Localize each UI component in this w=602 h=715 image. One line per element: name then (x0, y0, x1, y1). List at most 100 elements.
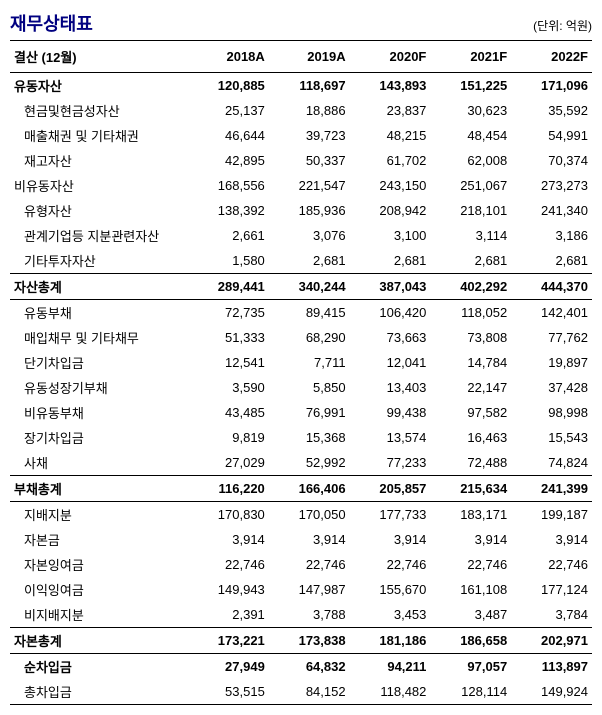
row-label: 매출채권 및 기타채권 (10, 123, 188, 148)
cell-value: 170,050 (269, 502, 350, 528)
cell-value: 97,582 (430, 400, 511, 425)
cell-value: 171,096 (511, 73, 592, 99)
cell-value: 205,857 (350, 476, 431, 502)
cell-value: 2,681 (430, 248, 511, 274)
row-label: 재고자산 (10, 148, 188, 173)
table-row: 재고자산42,89550,33761,70262,00870,374 (10, 148, 592, 173)
cell-value: 118,482 (350, 679, 431, 705)
cell-value: 3,487 (430, 602, 511, 628)
cell-value: 22,147 (430, 375, 511, 400)
cell-value: 106,420 (350, 300, 431, 326)
cell-value: 3,914 (430, 527, 511, 552)
row-label: 비유동부채 (10, 400, 188, 425)
table-row: 총차입금53,51584,152118,482128,114149,924 (10, 679, 592, 705)
cell-value: 444,370 (511, 274, 592, 300)
cell-value: 186,658 (430, 628, 511, 654)
cell-value: 2,681 (269, 248, 350, 274)
cell-value: 70,374 (511, 148, 592, 173)
cell-value: 3,914 (269, 527, 350, 552)
table-body: 유동자산120,885118,697143,893151,225171,096현… (10, 73, 592, 705)
cell-value: 15,368 (269, 425, 350, 450)
cell-value: 94,211 (350, 654, 431, 680)
cell-value: 77,762 (511, 325, 592, 350)
row-header-label: 결산 (12월) (10, 41, 188, 73)
cell-value: 35,592 (511, 98, 592, 123)
cell-value: 25,137 (188, 98, 269, 123)
cell-value: 118,697 (269, 73, 350, 99)
cell-value: 72,488 (430, 450, 511, 476)
cell-value: 22,746 (511, 552, 592, 577)
cell-value: 76,991 (269, 400, 350, 425)
row-label: 유동성장기부채 (10, 375, 188, 400)
table-row: 비유동자산168,556221,547243,150251,067273,273 (10, 173, 592, 198)
row-label: 현금및현금성자산 (10, 98, 188, 123)
cell-value: 181,186 (350, 628, 431, 654)
cell-value: 77,233 (350, 450, 431, 476)
cell-value: 43,485 (188, 400, 269, 425)
row-label: 비지배지분 (10, 602, 188, 628)
cell-value: 54,991 (511, 123, 592, 148)
cell-value: 149,924 (511, 679, 592, 705)
header-row: 재무상태표 (단위: 억원) (10, 10, 592, 41)
cell-value: 13,403 (350, 375, 431, 400)
cell-value: 208,942 (350, 198, 431, 223)
row-label: 지배지분 (10, 502, 188, 528)
table-row: 자본금3,9143,9143,9143,9143,914 (10, 527, 592, 552)
financial-table: 결산 (12월) 2018A 2019A 2020F 2021F 2022F 유… (10, 41, 592, 705)
cell-value: 113,897 (511, 654, 592, 680)
cell-value: 120,885 (188, 73, 269, 99)
cell-value: 143,893 (350, 73, 431, 99)
cell-value: 19,897 (511, 350, 592, 375)
cell-value: 215,634 (430, 476, 511, 502)
cell-value: 27,029 (188, 450, 269, 476)
cell-value: 22,746 (188, 552, 269, 577)
cell-value: 98,998 (511, 400, 592, 425)
cell-value: 151,225 (430, 73, 511, 99)
row-label: 이익잉여금 (10, 577, 188, 602)
cell-value: 243,150 (350, 173, 431, 198)
cell-value: 61,702 (350, 148, 431, 173)
cell-value: 48,454 (430, 123, 511, 148)
cell-value: 3,590 (188, 375, 269, 400)
cell-value: 50,337 (269, 148, 350, 173)
row-label: 유동부채 (10, 300, 188, 326)
cell-value: 166,406 (269, 476, 350, 502)
cell-value: 147,987 (269, 577, 350, 602)
cell-value: 155,670 (350, 577, 431, 602)
cell-value: 218,101 (430, 198, 511, 223)
cell-value: 3,114 (430, 223, 511, 248)
cell-value: 116,220 (188, 476, 269, 502)
cell-value: 3,914 (511, 527, 592, 552)
cell-value: 3,076 (269, 223, 350, 248)
cell-value: 39,723 (269, 123, 350, 148)
cell-value: 9,819 (188, 425, 269, 450)
cell-value: 173,838 (269, 628, 350, 654)
cell-value: 16,463 (430, 425, 511, 450)
row-label: 관계기업등 지분관련자산 (10, 223, 188, 248)
table-row: 사채27,02952,99277,23372,48874,824 (10, 450, 592, 476)
table-row: 지배지분170,830170,050177,733183,171199,187 (10, 502, 592, 528)
cell-value: 3,186 (511, 223, 592, 248)
row-label: 사채 (10, 450, 188, 476)
cell-value: 241,399 (511, 476, 592, 502)
cell-value: 99,438 (350, 400, 431, 425)
cell-value: 64,832 (269, 654, 350, 680)
cell-value: 340,244 (269, 274, 350, 300)
cell-value: 273,273 (511, 173, 592, 198)
cell-value: 183,171 (430, 502, 511, 528)
cell-value: 12,541 (188, 350, 269, 375)
cell-value: 3,914 (188, 527, 269, 552)
cell-value: 173,221 (188, 628, 269, 654)
cell-value: 22,746 (269, 552, 350, 577)
cell-value: 7,711 (269, 350, 350, 375)
row-label: 부채총계 (10, 476, 188, 502)
cell-value: 2,391 (188, 602, 269, 628)
cell-value: 89,415 (269, 300, 350, 326)
cell-value: 46,644 (188, 123, 269, 148)
cell-value: 12,041 (350, 350, 431, 375)
cell-value: 168,556 (188, 173, 269, 198)
cell-value: 42,895 (188, 148, 269, 173)
cell-value: 97,057 (430, 654, 511, 680)
table-row: 유형자산138,392185,936208,942218,101241,340 (10, 198, 592, 223)
cell-value: 3,914 (350, 527, 431, 552)
